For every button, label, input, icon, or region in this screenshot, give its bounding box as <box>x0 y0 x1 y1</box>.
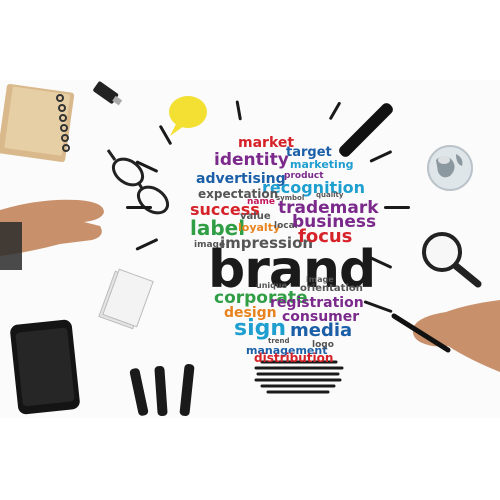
word-quality: quality <box>316 191 344 199</box>
word-identity: identity <box>214 150 289 170</box>
word-design: design <box>224 305 277 321</box>
word-value: value <box>240 211 271 222</box>
word-marketing: marketing <box>290 158 354 171</box>
word-success: success <box>190 200 260 219</box>
bulb-ray <box>384 206 410 209</box>
word-brand: brand <box>208 240 376 300</box>
word-unique: unique <box>256 281 287 290</box>
magnifier-icon <box>422 232 482 288</box>
cards-icon <box>98 268 154 330</box>
word-trend: trend <box>268 337 290 345</box>
word-symbol: symbol <box>276 194 305 202</box>
word-logo: logo <box>312 340 334 350</box>
word-name: name <box>247 197 275 207</box>
word-target: target <box>286 145 332 160</box>
phone-icon <box>10 319 80 415</box>
word-market: market <box>238 135 295 151</box>
markers-icon <box>129 364 195 417</box>
globe-icon <box>427 145 473 191</box>
word-image-2: image <box>306 275 334 284</box>
word-recognition: recognition <box>262 178 366 197</box>
word-orientation: orientation <box>300 283 363 294</box>
usb-icon <box>93 81 123 106</box>
word-product: product <box>284 171 324 181</box>
bulb-ray <box>126 206 152 209</box>
word-distribution: distribution <box>254 351 334 365</box>
word-corporate: corporate <box>214 288 308 308</box>
word-registration: registration <box>270 295 364 311</box>
left-hand-icon <box>0 199 104 270</box>
word-management: management <box>246 344 328 357</box>
eyeglasses-icon <box>106 149 170 215</box>
word-sign: sign <box>234 316 287 341</box>
word-trademark: trademark <box>278 198 379 218</box>
word-expectation: expectation <box>198 187 279 201</box>
word-impression: impression <box>220 234 314 252</box>
notepad-icon <box>0 83 75 163</box>
word-advertising: advertising <box>196 171 286 187</box>
word-loyalty: loyalty <box>238 221 281 234</box>
marker-top-icon <box>339 103 393 157</box>
photo-background <box>0 80 500 418</box>
speech-note-icon <box>169 96 207 136</box>
word-media: media <box>290 320 353 341</box>
word-local: local <box>274 221 298 231</box>
word-consumer: consumer <box>282 309 360 325</box>
word-label: label <box>190 216 246 240</box>
word-focus: focus <box>298 226 353 247</box>
word-business: business <box>292 212 377 232</box>
word-image-1: image <box>194 240 226 250</box>
right-hand-icon <box>391 300 500 372</box>
